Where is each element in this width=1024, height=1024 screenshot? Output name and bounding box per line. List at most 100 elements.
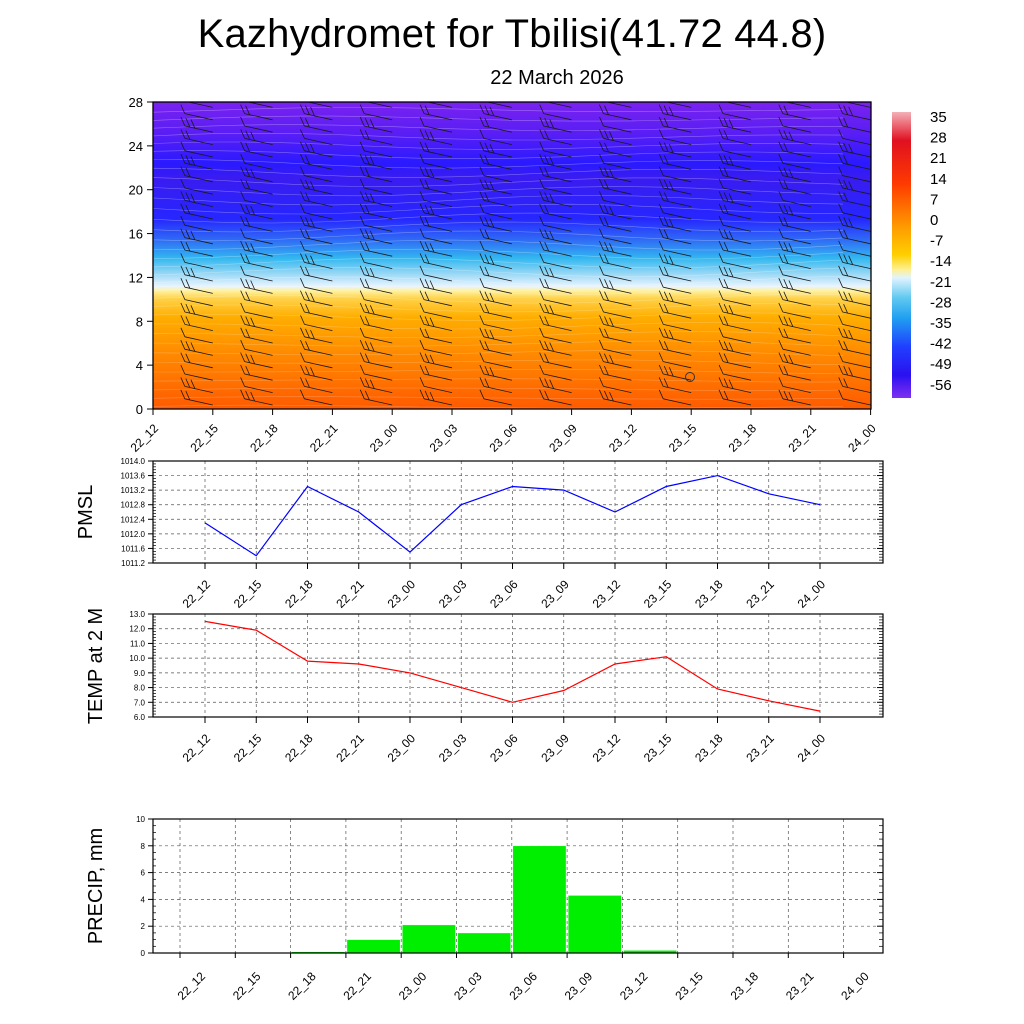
wind-barb <box>539 389 572 406</box>
wind-barb <box>718 104 752 121</box>
wind-barb <box>240 203 273 220</box>
wind-barb <box>300 228 333 245</box>
wind-barb <box>419 265 453 282</box>
xtick-label: 22_21 <box>341 969 375 1003</box>
wind-barb <box>838 302 871 319</box>
colorbar-label: -35 <box>930 315 952 332</box>
wind-barb <box>599 141 632 158</box>
xtick-label: 24_00 <box>795 731 829 765</box>
precip-bar <box>346 939 401 954</box>
wind-barb <box>180 141 213 158</box>
wind-barb <box>778 154 811 170</box>
colorbar-label: -14 <box>930 253 952 270</box>
wind-barb <box>419 352 453 369</box>
wind-barb <box>539 290 572 307</box>
colorbar-label: -21 <box>930 274 952 291</box>
chart-title: Kazhydromet for Tbilisi(41.72 44.8) <box>197 12 827 56</box>
wind-barb <box>718 364 752 381</box>
wind-barb <box>479 290 512 307</box>
wind-barb <box>240 389 273 406</box>
wind-barb <box>599 191 632 207</box>
wind-barb <box>658 203 692 220</box>
temp-frame <box>152 613 884 718</box>
wind-barb <box>419 154 453 170</box>
ytick-label: 1012.0 <box>121 530 146 539</box>
cross-section-xtick-label: 23_06 <box>486 421 520 455</box>
wind-barb <box>838 265 871 282</box>
colorbar-label: -28 <box>930 294 952 311</box>
wind-barb <box>359 129 393 145</box>
cross-section-xtick-label: 24_00 <box>845 421 879 455</box>
colorbar-label: 0 <box>930 212 938 229</box>
ytick-label: 10.0 <box>129 654 145 663</box>
wind-barb <box>419 129 453 145</box>
wind-barb <box>778 116 811 133</box>
wind-barb <box>419 278 453 294</box>
contour-line <box>153 321 844 330</box>
wind-barb <box>153 255 154 257</box>
wind-barb <box>838 377 871 393</box>
wind-barb <box>479 364 512 381</box>
wind-barb <box>539 191 572 207</box>
contour-line <box>153 177 844 187</box>
wind-barb <box>838 315 871 331</box>
contour-line <box>153 312 844 321</box>
wind-barb <box>240 216 273 232</box>
ytick-label: 8.0 <box>134 684 146 693</box>
wind-barb <box>180 265 213 282</box>
wind-barb <box>240 265 273 282</box>
wind-barb <box>419 302 453 319</box>
wind-barb <box>300 116 333 133</box>
wind-barb <box>539 352 572 369</box>
xtick-label: 22_18 <box>282 577 316 611</box>
wind-barb <box>838 191 871 207</box>
wind-barb <box>718 154 752 170</box>
xtick-label: 23_18 <box>692 731 726 765</box>
temp-axes: 6.0 7.0 8.0 9.0 10.0 11.0 12.0 13.0 22_12 22_15 22… <box>129 610 883 765</box>
contour-line <box>153 387 844 391</box>
xtick-label: 23_09 <box>538 731 572 765</box>
wind-barb <box>359 116 393 133</box>
wind-barb <box>419 364 453 381</box>
wind-barb <box>300 340 333 356</box>
wind-barb <box>359 278 393 294</box>
wind-barb <box>479 116 512 133</box>
wind-barb <box>778 302 811 319</box>
wind-barb <box>599 154 632 170</box>
ytick-label: 6.0 <box>134 713 146 722</box>
contour-line <box>153 248 844 260</box>
wind-barb <box>778 352 811 369</box>
wind-barb <box>240 253 273 269</box>
wind-barb <box>300 377 333 393</box>
chart-subtitle: 22 March 2026 <box>490 67 624 89</box>
wind-barb <box>153 354 154 356</box>
wind-barb <box>240 315 273 331</box>
wind-barb <box>359 327 393 344</box>
wind-barb <box>240 141 273 158</box>
wind-barb <box>599 377 632 393</box>
wind-barb <box>419 389 453 406</box>
xtick-label: 22_15 <box>231 731 265 765</box>
ytick-label: 1011.6 <box>121 544 145 553</box>
wind-barb <box>240 154 273 170</box>
wind-barb <box>240 166 273 183</box>
contour-line <box>153 331 844 338</box>
precip-panel: 0 2 4 6 8 10 22_12 22_15 22_18 22_21 23_00 23_03 23_… <box>85 815 884 1003</box>
wind-barb <box>838 141 871 158</box>
wind-barb <box>240 290 273 307</box>
cross-section-xtick-label: 22_18 <box>247 421 281 455</box>
wind-barb <box>838 116 871 133</box>
precip-bar <box>567 895 622 954</box>
temp-ylabel: TEMP at 2 M <box>85 608 107 724</box>
wind-barb <box>359 265 393 282</box>
wind-barb <box>718 141 752 158</box>
wind-barb <box>180 340 213 356</box>
wind-barb <box>718 178 752 195</box>
wind-barb <box>180 104 213 121</box>
wind-barb <box>778 178 811 195</box>
ytick-label: 9.0 <box>134 669 146 678</box>
wind-barb <box>778 253 811 269</box>
wind-barb <box>359 203 393 220</box>
xtick-label: 23_06 <box>487 731 521 765</box>
